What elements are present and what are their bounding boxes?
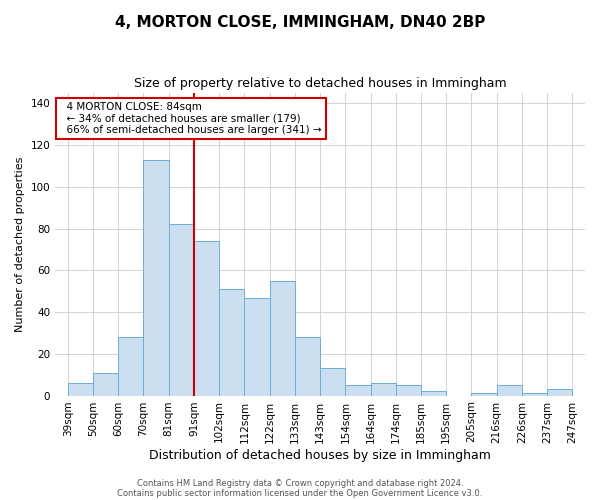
Bar xyxy=(118,337,143,396)
Bar xyxy=(194,241,219,396)
Title: Size of property relative to detached houses in Immingham: Size of property relative to detached ho… xyxy=(134,78,506,90)
Text: Contains HM Land Registry data © Crown copyright and database right 2024.: Contains HM Land Registry data © Crown c… xyxy=(137,478,463,488)
Text: 4, MORTON CLOSE, IMMINGHAM, DN40 2BP: 4, MORTON CLOSE, IMMINGHAM, DN40 2BP xyxy=(115,15,485,30)
Bar xyxy=(396,385,421,396)
Bar xyxy=(68,383,93,396)
Bar xyxy=(421,392,446,396)
Bar xyxy=(143,160,169,396)
Bar xyxy=(93,372,118,396)
Bar xyxy=(497,385,522,396)
Bar xyxy=(522,394,547,396)
Bar xyxy=(219,289,244,396)
Bar xyxy=(472,394,497,396)
Bar xyxy=(371,383,396,396)
Bar xyxy=(169,224,194,396)
Bar xyxy=(244,298,269,396)
Bar xyxy=(269,281,295,396)
Bar xyxy=(295,337,320,396)
Bar xyxy=(346,385,371,396)
Text: Contains public sector information licensed under the Open Government Licence v3: Contains public sector information licen… xyxy=(118,488,482,498)
Text: 4 MORTON CLOSE: 84sqm
  ← 34% of detached houses are smaller (179)
  66% of semi: 4 MORTON CLOSE: 84sqm ← 34% of detached … xyxy=(61,102,322,136)
Y-axis label: Number of detached properties: Number of detached properties xyxy=(15,156,25,332)
Bar xyxy=(547,390,572,396)
X-axis label: Distribution of detached houses by size in Immingham: Distribution of detached houses by size … xyxy=(149,450,491,462)
Bar xyxy=(320,368,346,396)
